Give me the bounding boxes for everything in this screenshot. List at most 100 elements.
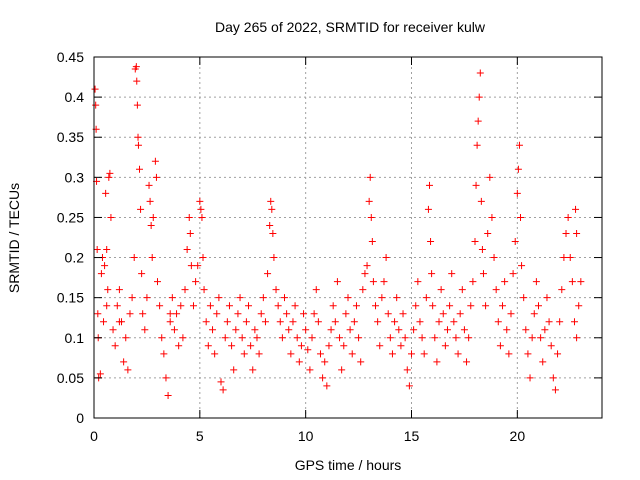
data-point <box>545 318 553 326</box>
data-point <box>331 318 339 326</box>
data-point <box>113 302 121 310</box>
data-point <box>503 326 511 334</box>
data-point <box>251 326 259 334</box>
data-point <box>454 350 462 358</box>
data-point <box>469 278 477 286</box>
data-point <box>115 318 123 326</box>
data-point <box>285 326 293 334</box>
data-point <box>393 294 401 302</box>
data-point <box>357 358 365 366</box>
data-point <box>109 326 117 334</box>
data-point <box>230 366 238 374</box>
y-tick-label: 0.45 <box>57 49 84 65</box>
data-point <box>439 310 447 318</box>
data-point <box>247 342 255 350</box>
data-point <box>460 326 468 334</box>
data-point <box>257 310 265 318</box>
data-point <box>448 270 456 278</box>
data-point <box>515 141 523 149</box>
data-point <box>276 318 284 326</box>
data-point <box>342 310 350 318</box>
data-point <box>327 326 335 334</box>
data-point <box>199 254 207 262</box>
data-point <box>104 286 112 294</box>
data-point <box>526 374 534 382</box>
data-point <box>323 382 331 390</box>
data-point <box>329 302 337 310</box>
data-point <box>133 101 141 109</box>
data-point <box>146 197 154 205</box>
data-point <box>196 197 204 205</box>
data-point <box>414 278 422 286</box>
data-point <box>336 334 344 342</box>
data-point <box>266 221 274 229</box>
data-point <box>215 294 223 302</box>
data-point <box>130 254 138 262</box>
data-point <box>253 334 261 342</box>
data-point <box>306 366 314 374</box>
data-point <box>479 270 487 278</box>
data-point <box>139 310 147 318</box>
data-point <box>133 77 141 85</box>
y-tick-label: 0.1 <box>65 330 85 346</box>
data-point <box>435 318 443 326</box>
y-tick-label: 0.4 <box>65 89 85 105</box>
data-point <box>541 326 549 334</box>
data-point <box>272 286 280 294</box>
data-point <box>473 141 481 149</box>
data-point <box>91 85 99 93</box>
data-point <box>141 326 149 334</box>
data-point <box>547 342 555 350</box>
data-point <box>340 342 348 350</box>
data-point <box>429 302 437 310</box>
data-point <box>539 358 547 366</box>
x-axis-label: GPS time / hours <box>295 457 402 473</box>
data-point <box>181 286 189 294</box>
data-point <box>267 197 275 205</box>
data-point <box>198 213 206 221</box>
data-point <box>378 294 386 302</box>
data-point <box>431 334 439 342</box>
data-point <box>511 238 519 246</box>
data-point <box>162 374 170 382</box>
data-point <box>219 386 227 394</box>
data-point <box>289 318 297 326</box>
data-point <box>194 262 202 270</box>
data-point <box>484 229 492 237</box>
data-point <box>264 270 272 278</box>
data-point <box>206 302 214 310</box>
data-point <box>564 213 572 221</box>
data-point <box>134 141 142 149</box>
data-point <box>514 165 522 173</box>
x-tick-label: 0 <box>90 428 98 444</box>
data-point <box>151 157 159 165</box>
chart-title: Day 265 of 2022, SRMTID for receiver kul… <box>215 19 486 35</box>
data-point <box>143 294 151 302</box>
data-point <box>302 326 310 334</box>
data-points <box>91 63 585 400</box>
data-point <box>128 294 136 302</box>
data-point <box>384 310 392 318</box>
data-point <box>170 326 178 334</box>
data-point <box>374 318 382 326</box>
data-point <box>111 342 119 350</box>
data-point <box>476 69 484 77</box>
data-point <box>403 366 411 374</box>
x-tick-label: 15 <box>404 428 420 444</box>
data-point <box>554 350 562 358</box>
data-point <box>179 334 187 342</box>
axis-ticks: 0 0.05 0.1 0.15 0.2 0.25 0.3 0.35 0.4 0.45 0 5 10 15 2… <box>57 49 602 444</box>
data-point <box>102 189 110 197</box>
data-point <box>319 374 327 382</box>
data-point <box>474 117 482 125</box>
data-point <box>537 334 545 342</box>
data-point <box>465 334 473 342</box>
data-point <box>160 350 168 358</box>
data-point <box>509 270 517 278</box>
data-point <box>376 342 384 350</box>
data-point <box>513 189 521 197</box>
data-point <box>443 326 451 334</box>
data-point <box>278 334 286 342</box>
data-point <box>499 302 507 310</box>
data-point <box>192 278 200 286</box>
